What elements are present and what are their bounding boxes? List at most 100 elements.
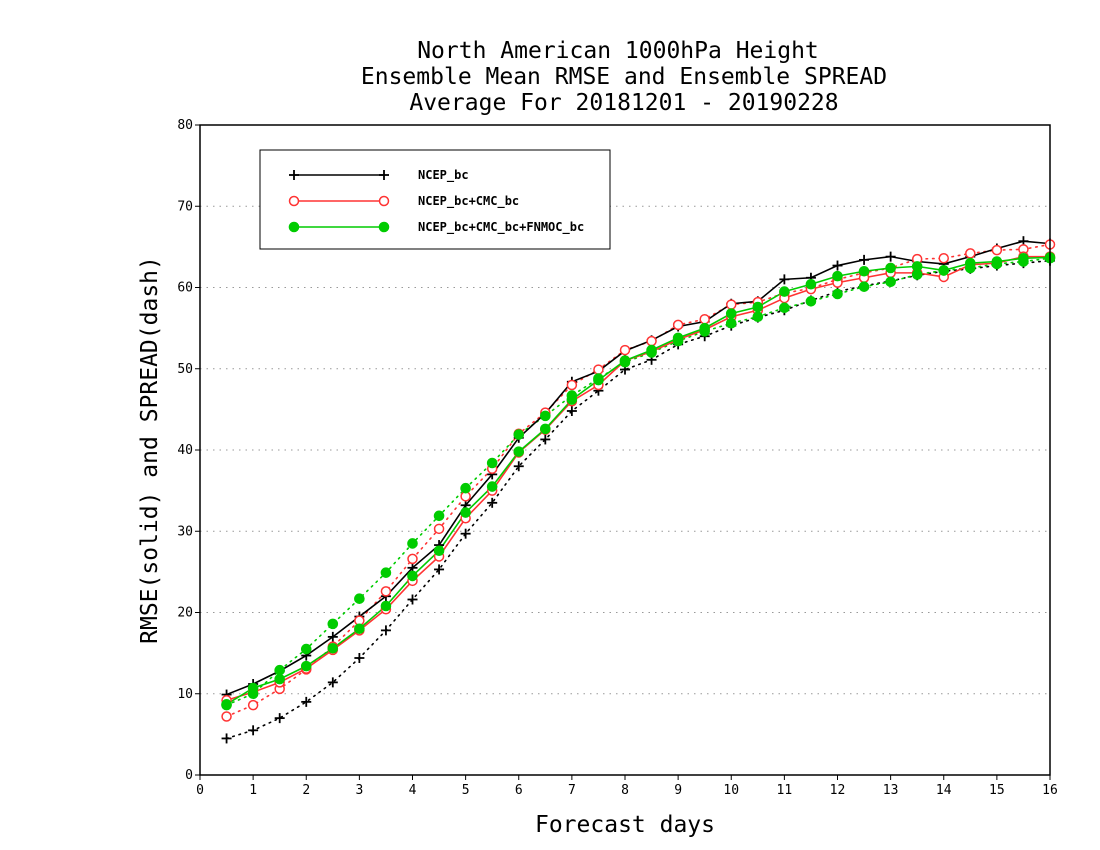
spread-point-ncep-bc-cmc-bc-fnmoc-bc <box>540 410 551 422</box>
spread-point-ncep-bc <box>407 594 418 605</box>
rmse-point-ncep-bc-cmc-bc-fnmoc-bc <box>460 507 471 518</box>
spread-point-ncep-bc <box>248 725 259 736</box>
x-tick-label: 16 <box>1042 783 1058 798</box>
spread-point-ncep-bc-cmc-bc <box>938 253 949 264</box>
rmse-point-ncep-bc-cmc-bc-fnmoc-bc <box>540 423 551 435</box>
rmse-point-ncep-bc <box>779 274 790 285</box>
spread-point-ncep-bc-cmc-bc <box>380 586 392 597</box>
y-tick-label: 20 <box>177 606 193 621</box>
spread-point-ncep-bc-cmc-bc <box>247 699 259 711</box>
x-tick-label: 4 <box>409 783 417 798</box>
spread-point-ncep-bc <box>540 434 551 445</box>
spread-point-ncep-bc <box>327 677 338 688</box>
rmse-point-ncep-bc-cmc-bc-fnmoc-bc <box>885 262 896 274</box>
rmse-point-ncep-bc-cmc-bc-fnmoc-bc <box>566 394 578 405</box>
spread-point-ncep-bc-cmc-bc-fnmoc-bc <box>885 276 896 288</box>
rmse-point-ncep-bc-cmc-bc-fnmoc-bc <box>407 570 418 582</box>
spread-point-ncep-bc <box>354 653 365 663</box>
spread-point-ncep-bc-cmc-bc <box>566 379 578 391</box>
chart-title: North American 1000hPa Height Ensemble M… <box>361 38 887 116</box>
y-tick-label: 30 <box>177 524 193 539</box>
rmse-lines <box>226 240 1051 705</box>
spread-point-ncep-bc-cmc-bc <box>965 248 976 259</box>
rmse-point-ncep-bc-cmc-bc-fnmoc-bc <box>699 322 710 334</box>
y-tick-label: 80 <box>177 118 193 133</box>
rmse-point-ncep-bc-cmc-bc-fnmoc-bc <box>593 374 604 386</box>
spread-point-ncep-bc-cmc-bc-fnmoc-bc <box>327 618 339 630</box>
x-tick-label: 1 <box>249 783 257 798</box>
spread-point-ncep-bc-cmc-bc-fnmoc-bc <box>460 482 471 494</box>
spread-point-ncep-bc-cmc-bc-fnmoc-bc <box>486 457 498 469</box>
x-tick-label: 13 <box>883 783 899 798</box>
rmse-point-ncep-bc-cmc-bc-fnmoc-bc <box>752 301 764 313</box>
spread-point-ncep-bc-cmc-bc-fnmoc-bc <box>779 302 790 314</box>
x-axis-title: Forecast days <box>535 812 715 838</box>
legend-marker-ncep-bc-cmc-bc-fnmoc-bc <box>378 221 390 233</box>
rmse-point-ncep-bc-cmc-bc-fnmoc-bc <box>274 673 285 685</box>
spread-point-ncep-bc-cmc-bc-fnmoc-bc <box>433 510 445 522</box>
x-tick-label: 2 <box>302 783 310 798</box>
rmse-point-ncep-bc-cmc-bc-fnmoc-bc <box>513 446 525 457</box>
rmse-point-ncep-bc-cmc-bc-fnmoc-bc <box>779 286 790 297</box>
title-line-1: North American 1000hPa Height <box>417 38 819 64</box>
y-tick-label: 40 <box>177 443 193 458</box>
x-tick-label: 12 <box>830 783 846 798</box>
rmse-point-ncep-bc-cmc-bc-fnmoc-bc <box>1018 252 1029 264</box>
legend-marker-ncep-bc-cmc-bc <box>288 195 300 207</box>
spread-point-ncep-bc <box>221 733 232 744</box>
legend-label-ncep-bc-cmc-bc-fnmoc-bc: NCEP_bc+CMC_bc+FNMOC_bc <box>418 220 584 235</box>
spread-point-ncep-bc <box>380 625 391 636</box>
spread-line-ncep-bc-cmc-bc <box>225 243 1051 718</box>
rmse-point-ncep-bc-cmc-bc-fnmoc-bc <box>300 660 312 672</box>
spread-point-ncep-bc-cmc-bc <box>619 344 631 356</box>
x-tick-label: 6 <box>515 783 523 798</box>
rmse-point-ncep-bc-cmc-bc-fnmoc-bc <box>646 344 657 356</box>
rmse-point-ncep-bc-cmc-bc-fnmoc-bc <box>619 355 631 366</box>
spread-point-ncep-bc-cmc-bc-fnmoc-bc <box>300 643 312 655</box>
y-tick-label: 0 <box>185 768 193 783</box>
spread-point-ncep-bc-cmc-bc-fnmoc-bc <box>513 429 525 440</box>
rmse-point-ncep-bc-cmc-bc-fnmoc-bc <box>327 642 339 654</box>
rmse-point-ncep-bc <box>885 251 896 262</box>
spread-point-ncep-bc-cmc-bc-fnmoc-bc <box>407 538 418 549</box>
spread-point-ncep-bc-cmc-bc-fnmoc-bc <box>725 317 737 329</box>
x-tick-label: 14 <box>936 783 952 798</box>
rmse-point-ncep-bc <box>327 631 338 642</box>
rmse-point-ncep-bc-cmc-bc-fnmoc-bc <box>938 265 950 276</box>
legend-marker-ncep-bc <box>289 170 299 180</box>
spread-line-ncep-bc <box>225 259 1051 740</box>
x-axis-ticks: 0 1 2 3 4 5 6 7 8 9 10 11 12 13 14 15 16 <box>196 775 1058 798</box>
legend-box <box>259 149 611 250</box>
x-tick-label: 7 <box>568 783 576 798</box>
spread-point-ncep-bc <box>301 696 312 707</box>
spread-point-ncep-bc-cmc-bc-fnmoc-bc <box>752 311 764 323</box>
x-tick-label: 5 <box>462 783 470 798</box>
rmse-point-ncep-bc-cmc-bc-fnmoc-bc <box>486 481 498 492</box>
spread-point-ncep-bc-cmc-bc-fnmoc-bc <box>805 296 817 307</box>
spread-point-ncep-bc-cmc-bc-fnmoc-bc <box>274 664 285 676</box>
rmse-point-ncep-bc-cmc-bc-fnmoc-bc <box>672 332 684 344</box>
title-line-2: Ensemble Mean RMSE and Ensemble SPREAD <box>361 64 887 90</box>
legend-marker-ncep-bc-cmc-bc-fnmoc-bc <box>288 221 300 233</box>
spread-point-ncep-bc <box>434 564 445 575</box>
spread-line-ncep-bc-cmc-bc-fnmoc-bc <box>225 257 1051 706</box>
spread-point-ncep-bc-cmc-bc-fnmoc-bc <box>858 281 870 292</box>
legend-marker-ncep-bc <box>379 170 389 180</box>
spread-point-ncep-bc-cmc-bc <box>407 553 418 565</box>
rmse-point-ncep-bc-cmc-bc-fnmoc-bc <box>832 270 843 282</box>
spread-point-ncep-bc <box>460 528 471 539</box>
rmse-point-ncep-bc-cmc-bc-fnmoc-bc <box>433 545 445 557</box>
y-tick-label: 60 <box>177 281 193 296</box>
x-tick-label: 3 <box>355 783 363 798</box>
rmse-line-ncep-bc <box>226 240 1051 696</box>
spread-point-ncep-bc-cmc-bc <box>433 523 445 535</box>
rmse-point-ncep-bc-cmc-bc-fnmoc-bc <box>354 623 365 635</box>
spread-point-ncep-bc-cmc-bc <box>593 364 604 375</box>
rmse-point-ncep-bc-cmc-bc-fnmoc-bc <box>965 257 976 269</box>
x-tick-label: 8 <box>621 783 629 798</box>
x-tick-label: 9 <box>674 783 682 798</box>
rmse-point-ncep-bc-cmc-bc-fnmoc-bc <box>858 265 870 277</box>
legend: NCEP_bc NCEP_bc+CMC_bc NCEP_bc+CMC_bc+FNMO… <box>259 149 611 250</box>
y-axis-title: RMSE(solid) and SPREAD(dash) <box>137 256 163 644</box>
